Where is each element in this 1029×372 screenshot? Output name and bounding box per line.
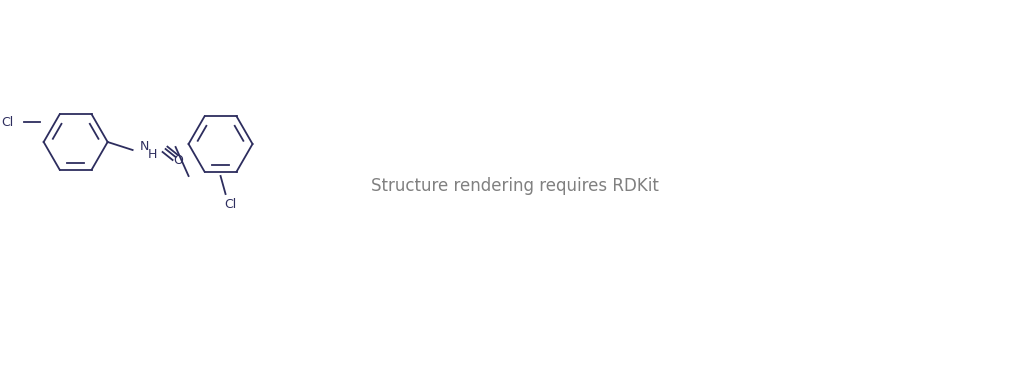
Text: O: O <box>174 154 183 167</box>
Text: Cl: Cl <box>2 115 13 128</box>
Text: H: H <box>148 148 157 160</box>
Text: Cl: Cl <box>224 198 237 211</box>
Text: N: N <box>140 140 149 153</box>
Text: Structure rendering requires RDKit: Structure rendering requires RDKit <box>370 177 659 195</box>
